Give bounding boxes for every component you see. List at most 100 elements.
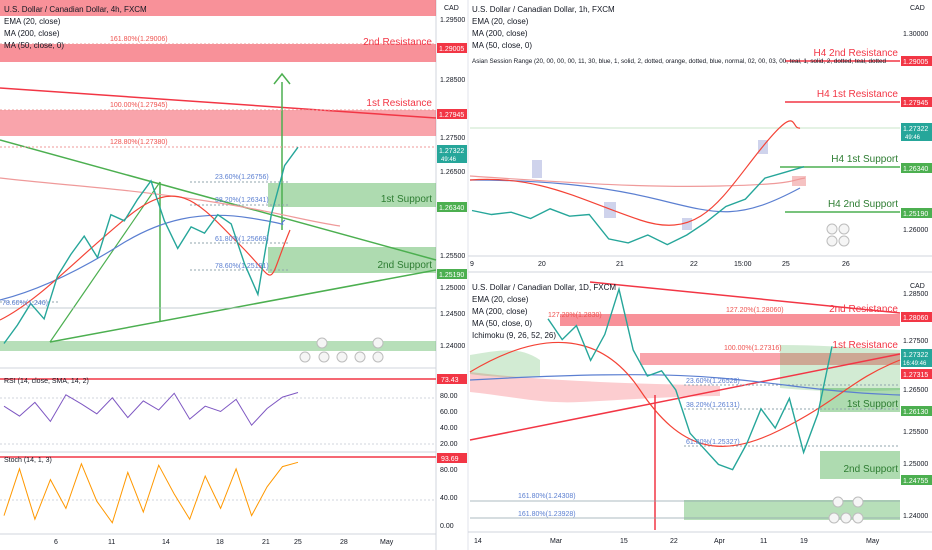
svg-text:49:46: 49:46 bbox=[441, 157, 457, 163]
br-fib-38: 38.20%(1.26131) bbox=[686, 402, 740, 409]
tr-ind3: MA (50, close, 0) bbox=[472, 41, 532, 50]
triangle-left bbox=[49, 181, 161, 343]
ichimoku-cloud-green bbox=[470, 350, 540, 378]
svg-text:CAD: CAD bbox=[910, 283, 925, 290]
svg-text:1.25190: 1.25190 bbox=[903, 211, 928, 218]
br-sup2-zone bbox=[820, 451, 900, 479]
br-sup1-zone bbox=[820, 388, 900, 412]
svg-text:May: May bbox=[380, 539, 394, 546]
tr-price-axis: CAD 1.30000 1.29005 1.27945 1.27322 49:4… bbox=[901, 5, 932, 234]
svg-text:11: 11 bbox=[108, 539, 115, 546]
tr-ema bbox=[469, 120, 801, 226]
svg-text:40.00: 40.00 bbox=[440, 425, 458, 432]
stoch-label: Stoch (14, 1, 3) bbox=[4, 457, 52, 464]
tr-label-r2: H4 2nd Resistance bbox=[814, 48, 899, 59]
svg-text:9: 9 bbox=[470, 261, 474, 268]
br-label-r2: 2nd Resistance bbox=[829, 304, 898, 315]
svg-text:26: 26 bbox=[842, 261, 850, 268]
br-fib-100: 100.00%(1.27316) bbox=[724, 345, 782, 352]
fib-23: 23.60%(1.26756) bbox=[215, 174, 269, 181]
svg-text:1.26340: 1.26340 bbox=[439, 205, 464, 212]
svg-text:15: 15 bbox=[620, 538, 628, 545]
br-fib-161b: 161.80%(1.23928) bbox=[518, 511, 576, 518]
bottom-support-strip bbox=[0, 341, 436, 351]
svg-text:1.24755: 1.24755 bbox=[903, 478, 928, 485]
svg-text:14: 14 bbox=[474, 538, 482, 545]
br-label-r1: 1st Resistance bbox=[832, 340, 898, 351]
tr-price-line bbox=[471, 166, 805, 246]
fib-100: 100.00%(1.27945) bbox=[110, 102, 168, 109]
svg-text:1.27315: 1.27315 bbox=[903, 372, 928, 379]
svg-text:1.24500: 1.24500 bbox=[440, 311, 465, 318]
tr-time-axis: 9 20 21 22 15:00 25 26 bbox=[468, 255, 932, 268]
svg-text:1.26130: 1.26130 bbox=[903, 409, 928, 416]
svg-text:1.27322: 1.27322 bbox=[903, 126, 928, 133]
left-ind1: EMA (20, close) bbox=[4, 17, 61, 26]
svg-text:25: 25 bbox=[294, 539, 302, 546]
svg-text:22: 22 bbox=[670, 538, 678, 545]
label-sup1: 1st Support bbox=[381, 194, 432, 205]
svg-text:1.27945: 1.27945 bbox=[903, 100, 928, 107]
br-fib-127: 127.20%(1.28060) bbox=[726, 307, 784, 314]
breakout-arrow-head bbox=[273, 72, 291, 85]
label-sup2: 2nd Support bbox=[378, 260, 433, 271]
svg-text:80.00: 80.00 bbox=[440, 467, 458, 474]
svg-text:16:49:46: 16:49:46 bbox=[903, 361, 927, 367]
left-ind3: MA (50, close, 0) bbox=[4, 41, 64, 50]
br-fib-23: 23.60%(1.26528) bbox=[686, 378, 740, 385]
svg-text:1.29500: 1.29500 bbox=[440, 17, 465, 24]
br-time-axis: 14 Mar 15 22 Apr 11 19 May bbox=[468, 531, 932, 545]
rsi-label: RSI (14, close, SMA, 14, 2) bbox=[4, 378, 89, 385]
triangle-upper bbox=[0, 139, 437, 261]
svg-text:6: 6 bbox=[54, 539, 58, 546]
br-ind4: Ichimoku (9, 26, 52, 26) bbox=[472, 331, 556, 340]
fib-38: 38.20%(1.26341) bbox=[215, 197, 269, 204]
rsi-value: 73.43 bbox=[441, 377, 459, 384]
event-flag-icons[interactable] bbox=[299, 337, 384, 363]
sup1-zone bbox=[268, 183, 436, 207]
left-title: U.S. Dollar / Canadian Dollar, 4h, FXCM bbox=[4, 5, 147, 14]
res1-zone bbox=[0, 110, 436, 136]
svg-text:1.28060: 1.28060 bbox=[903, 315, 928, 322]
tr-event-icons[interactable] bbox=[826, 223, 850, 247]
br-ind2: MA (200, close) bbox=[472, 307, 528, 316]
fib-61: 61.80%(1.25669) bbox=[215, 236, 269, 243]
svg-text:CAD: CAD bbox=[910, 5, 925, 12]
svg-text:80.00: 80.00 bbox=[440, 393, 458, 400]
br-fib-161a: 161.80%(1.24308) bbox=[518, 493, 576, 500]
svg-text:1.27500: 1.27500 bbox=[903, 338, 928, 345]
br-fib-61: 61.80%(1.25327) bbox=[686, 439, 740, 446]
ma200-line bbox=[0, 177, 341, 227]
svg-text:1.26000: 1.26000 bbox=[903, 227, 928, 234]
tr-ma200 bbox=[469, 175, 806, 187]
ichimoku-cloud-red bbox=[470, 372, 720, 403]
tr-ind1: EMA (20, close) bbox=[472, 17, 529, 26]
svg-text:25: 25 bbox=[782, 261, 790, 268]
svg-text:1.27322: 1.27322 bbox=[903, 352, 928, 359]
fib-78: 78.60%(1.25191) bbox=[215, 263, 269, 270]
svg-text:1.29005: 1.29005 bbox=[903, 59, 928, 66]
br-event-icons[interactable] bbox=[828, 496, 864, 524]
svg-text:1.26500: 1.26500 bbox=[903, 387, 928, 394]
svg-text:1.24000: 1.24000 bbox=[440, 343, 465, 350]
res2-zone bbox=[0, 0, 436, 16]
br-fib-127b: 127.20%(1.2830) bbox=[548, 312, 602, 319]
br-res-trendline bbox=[589, 281, 901, 314]
label-res1: 1st Resistance bbox=[366, 98, 432, 109]
sup2-zone bbox=[268, 247, 436, 273]
svg-text:60.00: 60.00 bbox=[440, 409, 458, 416]
br-res1-zone bbox=[640, 353, 900, 365]
br-sup-trendline bbox=[469, 353, 901, 441]
tr-title: U.S. Dollar / Canadian Dollar, 1h, FXCM bbox=[472, 5, 615, 14]
svg-text:1.29005: 1.29005 bbox=[439, 46, 464, 53]
svg-text:Mar: Mar bbox=[550, 538, 563, 545]
svg-text:1.25500: 1.25500 bbox=[903, 429, 928, 436]
rsi-panel: RSI (14, close, SMA, 14, 2) 73.43 80.00 … bbox=[0, 374, 467, 448]
br-label-s2: 2nd Support bbox=[844, 464, 899, 475]
ichimoku-cloud-green2 bbox=[780, 345, 900, 392]
svg-text:14: 14 bbox=[162, 539, 170, 546]
tr-ma50 bbox=[469, 179, 801, 213]
ema-line bbox=[0, 195, 291, 321]
fib-128: 128.80%(1.27380) bbox=[110, 139, 168, 146]
tr-ind4: Asian Session Range (20, 00, 00, 00, 11,… bbox=[472, 58, 887, 65]
